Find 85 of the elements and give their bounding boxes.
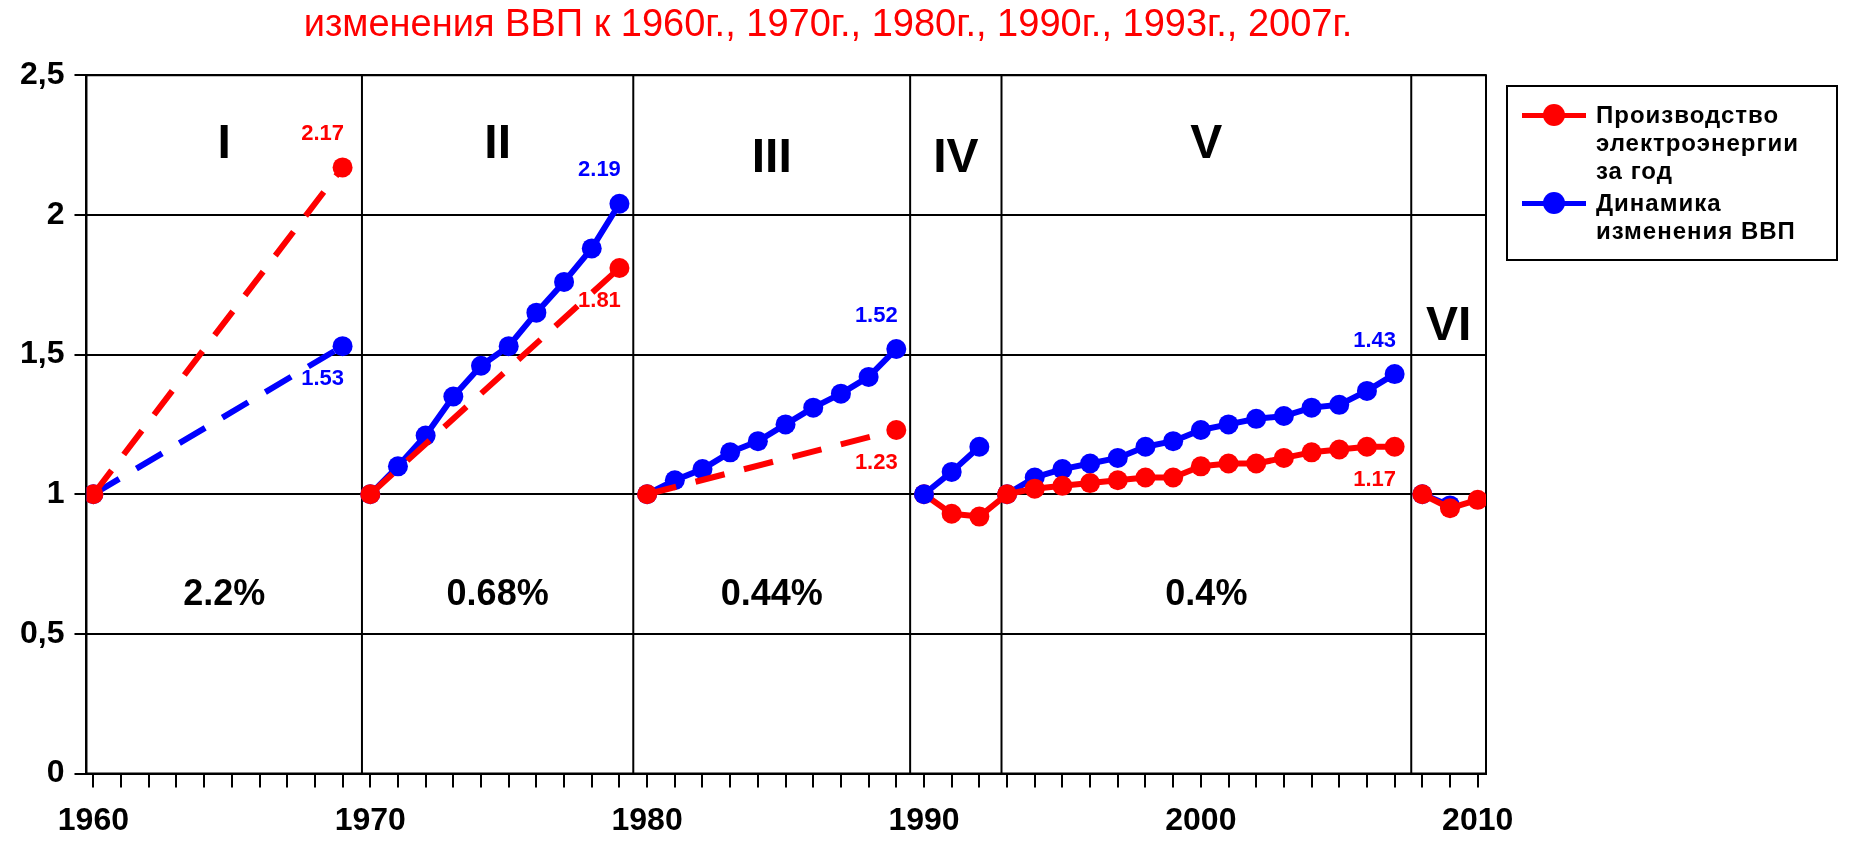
y-tick-label: 2,5 — [20, 55, 65, 92]
point — [1135, 436, 1156, 457]
point — [1052, 475, 1073, 496]
x-tick-label: 2000 — [1165, 800, 1237, 837]
point — [747, 431, 768, 452]
point — [1080, 473, 1101, 494]
annotation: III — [751, 129, 792, 183]
point — [1190, 419, 1211, 440]
point — [1384, 436, 1405, 457]
point — [554, 271, 575, 292]
annotation: 0.4% — [1165, 572, 1248, 614]
point — [332, 157, 353, 178]
point — [720, 442, 741, 463]
point — [1218, 414, 1239, 435]
point — [1246, 408, 1267, 429]
y-tick-label: 1 — [46, 474, 65, 511]
point — [471, 355, 492, 376]
annotation: IV — [933, 129, 979, 183]
point — [1329, 439, 1350, 460]
legend-label: Динамика изменения ВВП — [1596, 189, 1797, 246]
annotation: V — [1190, 115, 1223, 169]
annotation: 2.19 — [578, 155, 621, 181]
point — [1163, 467, 1184, 488]
y-tick-label: 0 — [46, 753, 65, 790]
point — [803, 397, 824, 418]
point — [886, 338, 907, 359]
annotation: I — [217, 115, 231, 169]
point — [526, 302, 547, 323]
data-label: 1.53 — [301, 365, 344, 391]
point — [1301, 397, 1322, 418]
point — [692, 459, 713, 480]
point — [498, 336, 519, 357]
x-tick-label: 1970 — [334, 800, 406, 837]
point — [1080, 453, 1101, 474]
annotation: II — [484, 115, 511, 169]
point — [969, 506, 990, 527]
point — [1135, 467, 1156, 488]
point — [1356, 436, 1377, 457]
point — [387, 456, 408, 477]
annotation: VI — [1425, 296, 1472, 350]
point — [332, 336, 353, 357]
point — [1467, 489, 1486, 510]
x-tick-label: 2010 — [1442, 800, 1514, 837]
data-label: 1.81 — [578, 287, 621, 313]
point — [609, 257, 630, 278]
point — [1329, 394, 1350, 415]
chart-title: изменения ВВП к 1960г., 1970г., 1980г., 1990г., 1993г., 2007г. — [302, 1, 1354, 46]
data-label: 2.17 — [301, 120, 344, 146]
data-label: 1.23 — [854, 449, 898, 475]
x-tick-label: 1960 — [57, 800, 129, 837]
annotation: 0.68% — [446, 572, 549, 614]
legend-label: Производство электроэнергии за год — [1596, 101, 1800, 186]
data-label: 1.43 — [1353, 327, 1397, 353]
y-tick-label: 0,5 — [20, 613, 65, 650]
point — [830, 383, 851, 404]
point — [1218, 453, 1239, 474]
point — [1107, 447, 1128, 468]
point — [443, 386, 464, 407]
point — [775, 414, 796, 435]
point — [858, 366, 879, 387]
point — [581, 238, 602, 259]
y-tick-label: 1,5 — [20, 334, 65, 371]
point — [1163, 431, 1184, 452]
point — [941, 503, 962, 524]
x-tick-label: 1990 — [888, 800, 960, 837]
annotation: 2.2% — [183, 572, 266, 614]
x-tick-label: 1980 — [611, 800, 683, 837]
point — [1301, 442, 1322, 463]
point — [609, 193, 630, 214]
point — [941, 461, 962, 482]
point — [1024, 478, 1045, 499]
point — [1190, 456, 1211, 477]
annotation: 0.44% — [720, 572, 823, 614]
point — [1273, 406, 1294, 427]
point — [886, 419, 907, 440]
point — [1052, 459, 1073, 480]
point — [1384, 364, 1405, 385]
point — [1273, 447, 1294, 468]
point — [1356, 380, 1377, 401]
point — [969, 436, 990, 457]
data-label: 1.17 — [1353, 465, 1397, 491]
y-tick-label: 2 — [46, 194, 65, 231]
data-label: 1.52 — [854, 302, 898, 328]
point — [1107, 470, 1128, 491]
point — [1246, 453, 1267, 474]
